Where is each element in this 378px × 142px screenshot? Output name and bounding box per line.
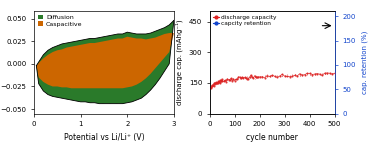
Legend: discharge capacity, capcity retention: discharge capacity, capcity retention [213,14,277,27]
Polygon shape [36,20,174,104]
Y-axis label: cap. retention (%): cap. retention (%) [361,31,368,94]
X-axis label: Potential vs Li/Li⁺ (V): Potential vs Li/Li⁺ (V) [64,133,144,142]
Y-axis label: discharge cap. (mAhg⁻¹): discharge cap. (mAhg⁻¹) [176,20,183,105]
Legend: Diffusion, Caspacitive: Diffusion, Caspacitive [37,14,83,27]
Polygon shape [36,33,174,88]
X-axis label: cycle number: cycle number [246,133,298,142]
